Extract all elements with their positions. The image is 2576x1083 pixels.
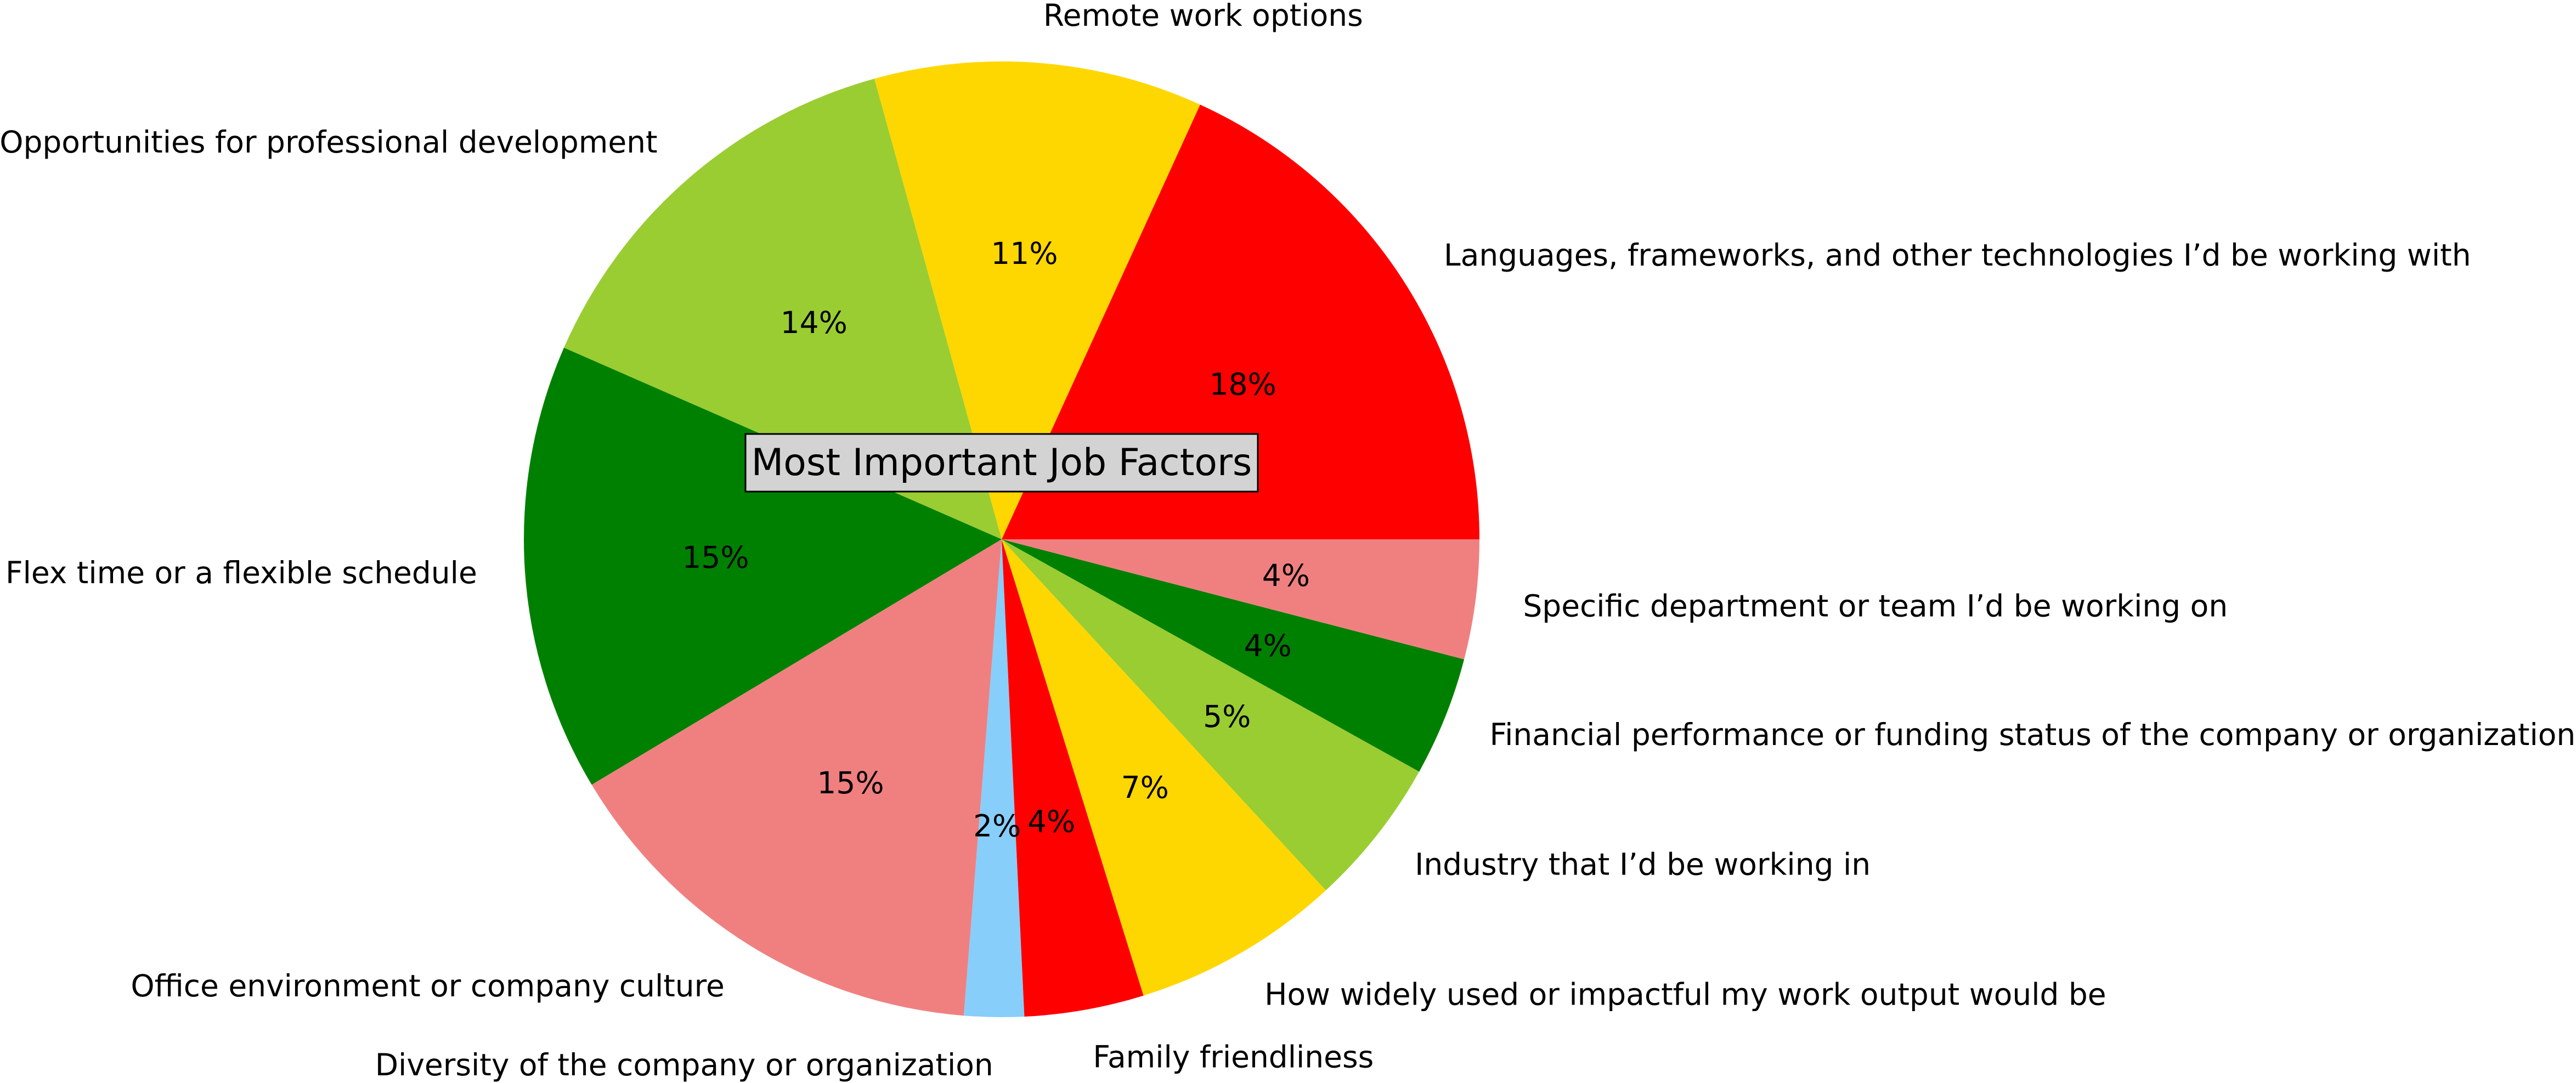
pct-label: 4% bbox=[1244, 628, 1292, 663]
pie-slice-opportunities-for-professional-developme bbox=[564, 78, 1002, 540]
chart-title: Most Important Job Factors bbox=[752, 441, 1252, 484]
pie-slice-remote-work-options bbox=[874, 61, 1200, 540]
pct-label: 4% bbox=[1027, 804, 1075, 839]
pct-label: 5% bbox=[1203, 699, 1251, 734]
pct-label: 2% bbox=[973, 809, 1021, 844]
pie-slice-specific-department-or-team-i-d-be-worki bbox=[1002, 539, 1479, 659]
category-label: Languages, frameworks, and other technol… bbox=[1444, 238, 2471, 273]
category-label: Opportunities for professional developme… bbox=[0, 125, 658, 160]
pie-slice-languages-frameworks-and-other-technolog bbox=[1002, 104, 1480, 539]
category-label: Flex time or a flexible schedule bbox=[5, 555, 477, 590]
category-label: Remote work options bbox=[1043, 0, 1363, 33]
pct-label: 11% bbox=[991, 236, 1058, 271]
category-label: Office environment or company culture bbox=[131, 968, 725, 1003]
pie-slice-flex-time-or-a-flexible-schedule bbox=[524, 347, 1002, 785]
pie-slices bbox=[524, 61, 1480, 1017]
pct-label: 14% bbox=[781, 305, 848, 340]
pct-label: 4% bbox=[1262, 558, 1310, 593]
pct-label: 15% bbox=[682, 540, 749, 575]
category-label: Specific department or team I’d be worki… bbox=[1523, 588, 2228, 623]
pie-slice-office-environment-or-company-culture bbox=[591, 539, 1002, 1016]
category-label: Diversity of the company or organization bbox=[375, 1047, 993, 1082]
pct-label: 18% bbox=[1209, 367, 1276, 402]
category-label: How widely used or impactful my work out… bbox=[1264, 977, 2106, 1012]
category-label: Financial performance or funding status … bbox=[1490, 717, 2576, 752]
pie-slice-how-widely-used-or-impactful-my-work-out bbox=[1002, 539, 1326, 996]
pie-slice-financial-performance-or-funding-status- bbox=[1002, 539, 1465, 772]
chart-title-group: Most Important Job Factors bbox=[744, 433, 1259, 493]
pie-slice-diversity-of-the-company-or-organization bbox=[963, 539, 1025, 1017]
pie-slice-industry-that-i-d-be-working-in bbox=[1002, 539, 1420, 890]
category-label: Family friendliness bbox=[1093, 1040, 1374, 1075]
pct-label: 15% bbox=[817, 765, 884, 800]
percentage-labels: 18%11%14%15%15%2% 4%7%5%4%4% bbox=[682, 236, 1310, 844]
pct-label: 7% bbox=[1121, 770, 1169, 805]
chart-title-box bbox=[744, 433, 1259, 493]
category-label: Industry that I’d be working in bbox=[1415, 847, 1871, 882]
pie-slice-family-friendliness bbox=[1002, 539, 1144, 1017]
